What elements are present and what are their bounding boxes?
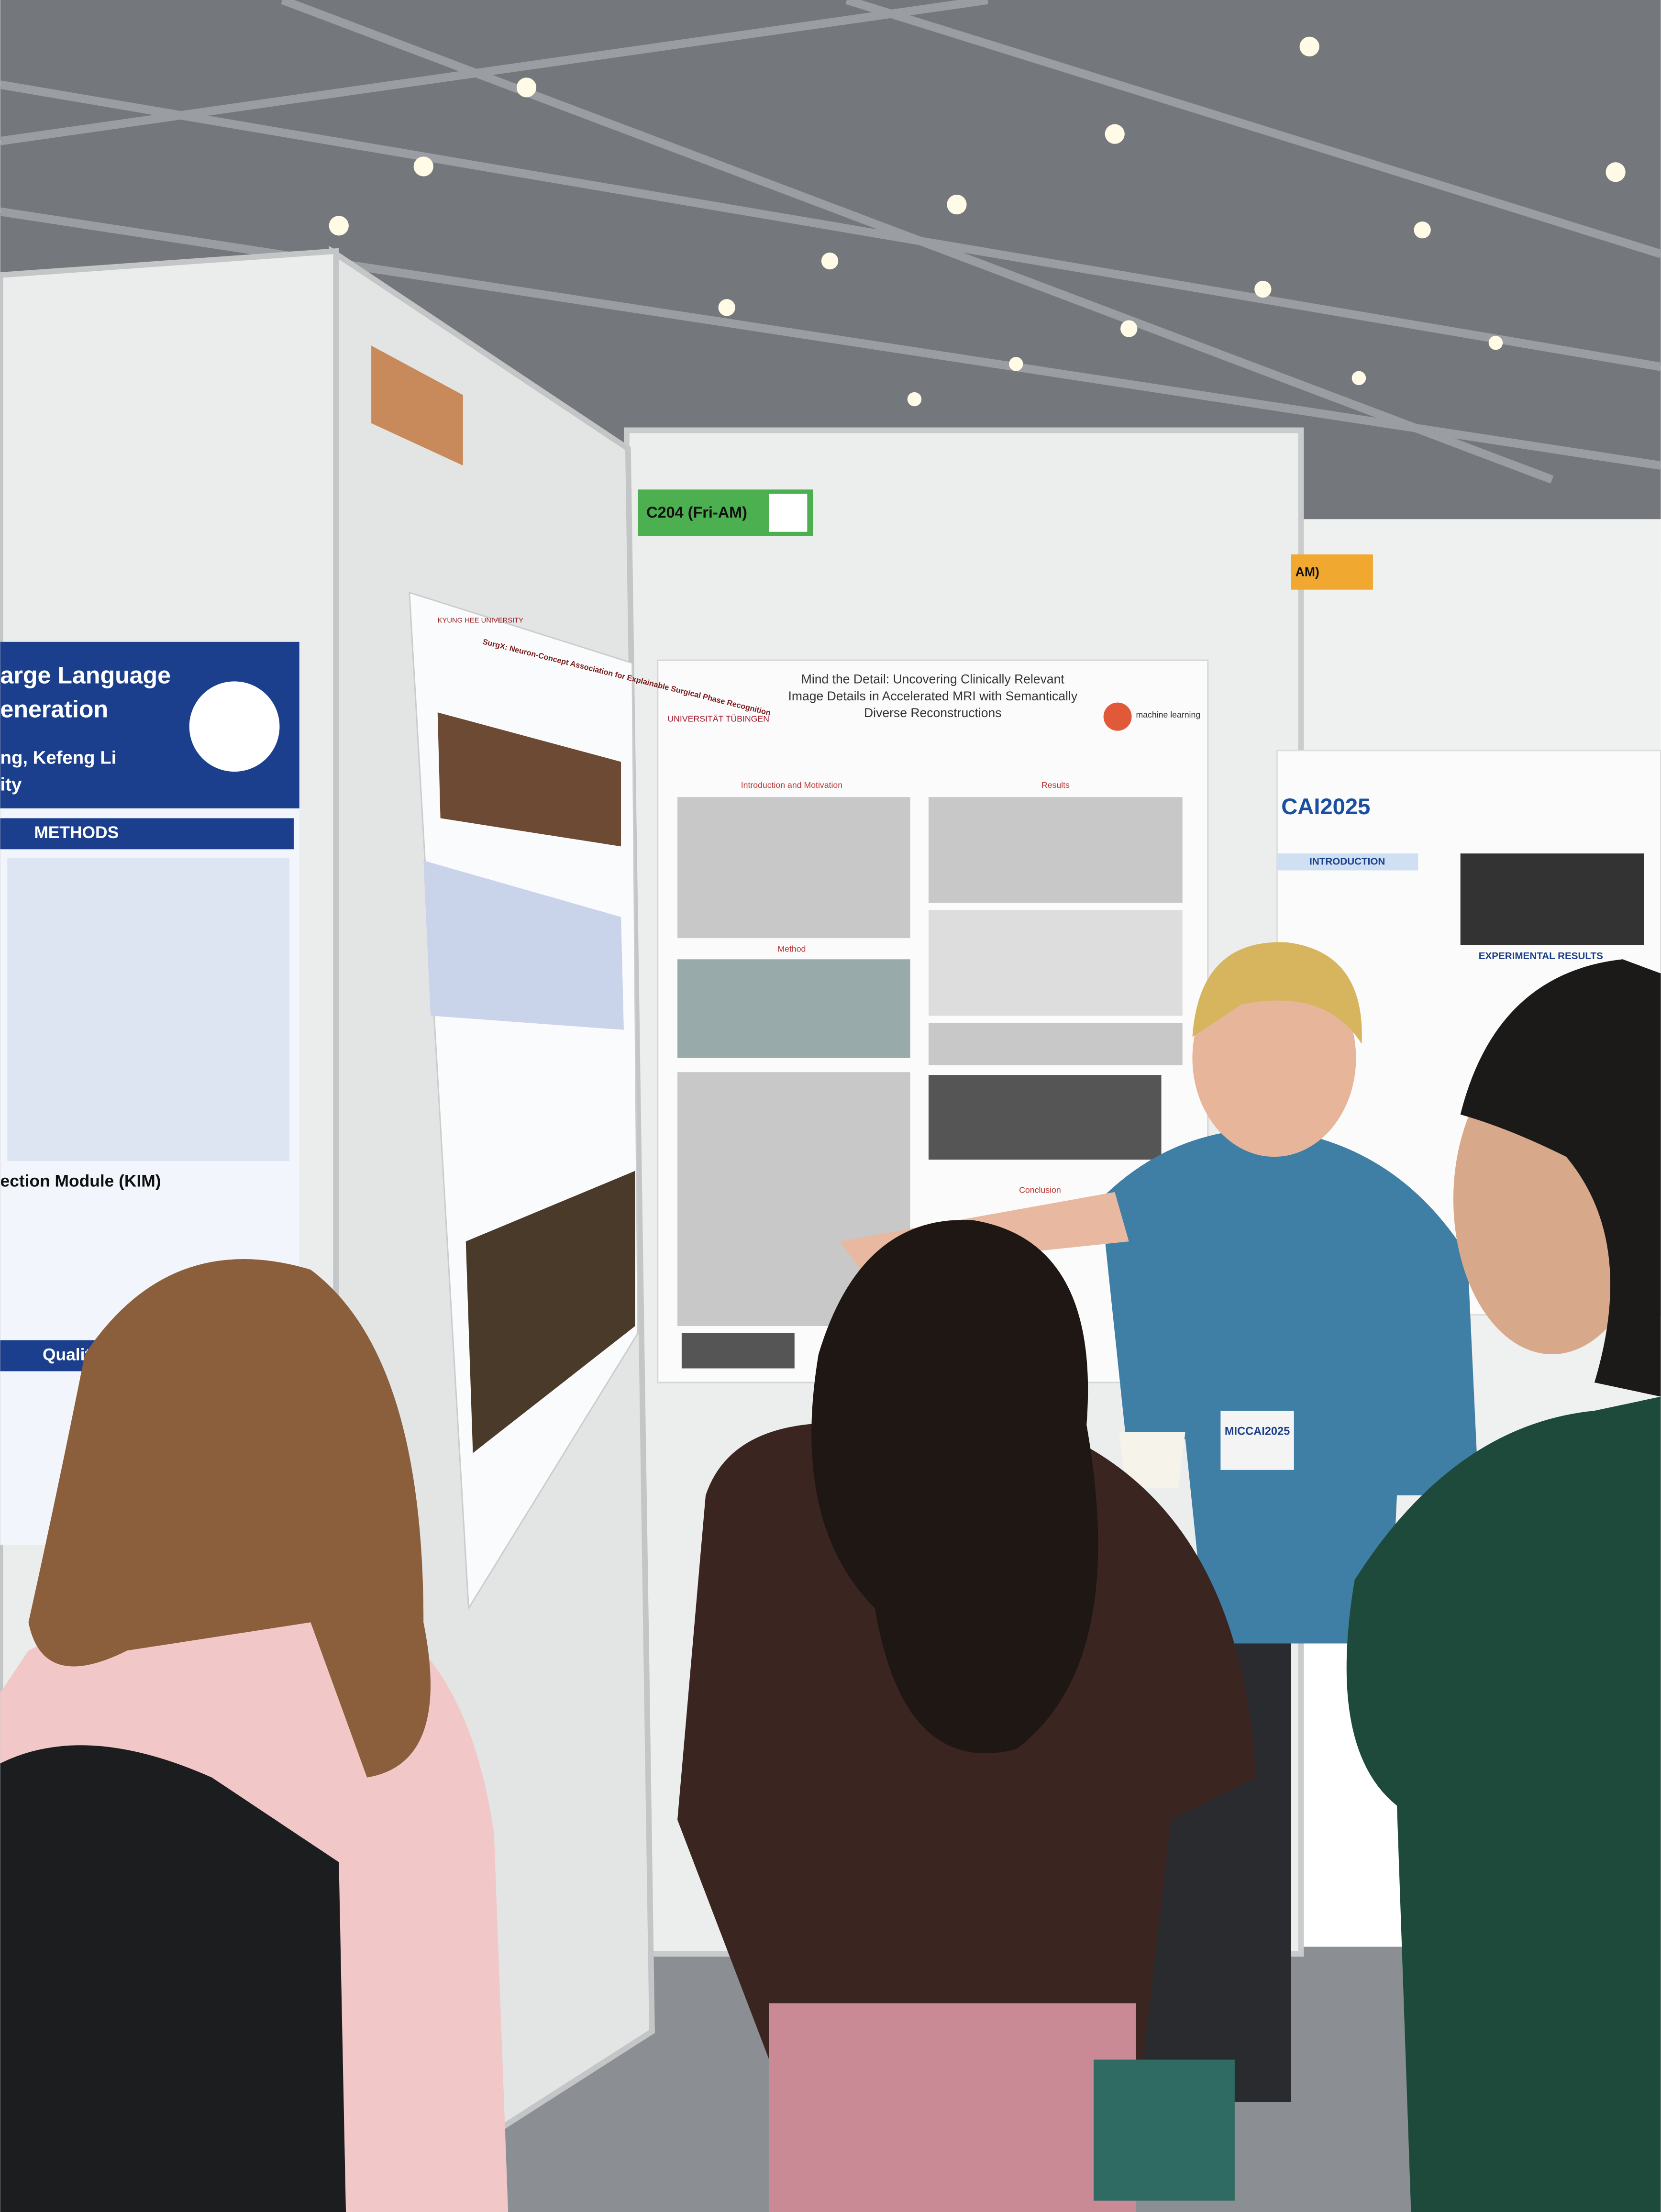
figure — [1460, 853, 1644, 945]
side-booth-label-bg — [1291, 554, 1373, 590]
section-bar — [0, 818, 294, 850]
figure — [437, 712, 621, 847]
beam — [281, 0, 1554, 484]
badge-text: MICCAI2025 — [1225, 1425, 1290, 1437]
beam — [0, 80, 1661, 371]
light — [1254, 280, 1272, 298]
light — [718, 299, 735, 316]
qr-code — [769, 494, 808, 532]
woman-hair — [811, 1220, 1098, 1754]
presenter-shirt — [1100, 1128, 1479, 1644]
university-seal — [189, 681, 280, 772]
cup — [1119, 1432, 1185, 1489]
light — [1414, 221, 1431, 239]
lab-name: machine learning — [1136, 710, 1200, 719]
poster-title: arge Language — [0, 662, 171, 689]
beam — [0, 0, 989, 145]
light — [1105, 124, 1125, 144]
poster-title: eneration — [0, 696, 109, 723]
method-diagram — [7, 857, 290, 1161]
light — [1351, 371, 1366, 386]
figure — [465, 1171, 635, 1453]
left-woman-hair — [28, 1259, 431, 1778]
light — [907, 392, 922, 407]
light — [1606, 162, 1626, 182]
section-heading: EXPERIMENTAL RESULTS — [1479, 951, 1603, 962]
poster-text: ection Module (KIM) — [0, 1172, 161, 1191]
poster-title: Diverse Reconstructions — [864, 706, 1002, 720]
booth-label: C204 (Fri-AM) — [646, 504, 747, 521]
institution: KYUNG HEE UNIVERSITY — [438, 617, 523, 624]
right-man-hair — [1460, 959, 1661, 1397]
figure — [681, 1333, 795, 1369]
presenter-hair — [1192, 942, 1362, 1044]
ceiling-lights — [329, 36, 1626, 407]
text-block — [928, 1023, 1183, 1065]
badge-card — [1220, 1410, 1294, 1470]
text-block — [677, 797, 910, 939]
beam — [845, 0, 1661, 258]
light — [516, 77, 537, 98]
section-heading: Results — [1041, 780, 1070, 790]
light — [1299, 36, 1319, 56]
figure — [928, 1075, 1162, 1160]
backpack — [0, 1745, 346, 2212]
section-heading: INTRODUCTION — [1309, 856, 1385, 867]
poster-affiliation: ity — [0, 774, 22, 795]
lab-logo — [1103, 702, 1132, 731]
light — [329, 216, 349, 236]
light — [413, 156, 433, 177]
figure — [928, 910, 1183, 1016]
section-bar — [1277, 853, 1418, 871]
university-logo: UNIVERSITÄT TÜBINGEN — [667, 714, 769, 724]
light — [1120, 320, 1138, 337]
poster-authors: ng, Kefeng Li — [0, 748, 117, 768]
poster-title: Image Details in Accelerated MRI with Se… — [788, 689, 1078, 703]
section-heading: Method — [777, 944, 806, 953]
section-heading: Introduction and Motivation — [741, 780, 842, 790]
side-booth-tag — [371, 345, 463, 466]
section-heading: METHODS — [34, 823, 119, 842]
light — [1009, 357, 1023, 371]
light — [1488, 335, 1503, 350]
poster-figures — [677, 910, 1183, 1369]
text-block — [928, 797, 1183, 903]
conference-logo: CAI2025 — [1281, 794, 1370, 819]
light — [821, 252, 839, 270]
figure — [423, 860, 624, 1030]
figure — [677, 959, 910, 1058]
section-heading: Conclusion — [1019, 1185, 1061, 1195]
light — [947, 194, 967, 215]
woman-skirt — [769, 2003, 1136, 2212]
right-man-shirt — [1346, 1396, 1661, 2212]
side-booth-label: AM) — [1296, 564, 1319, 579]
poster-title: Mind the Detail: Uncovering Clinically R… — [801, 672, 1065, 686]
bag — [1093, 2059, 1235, 2201]
